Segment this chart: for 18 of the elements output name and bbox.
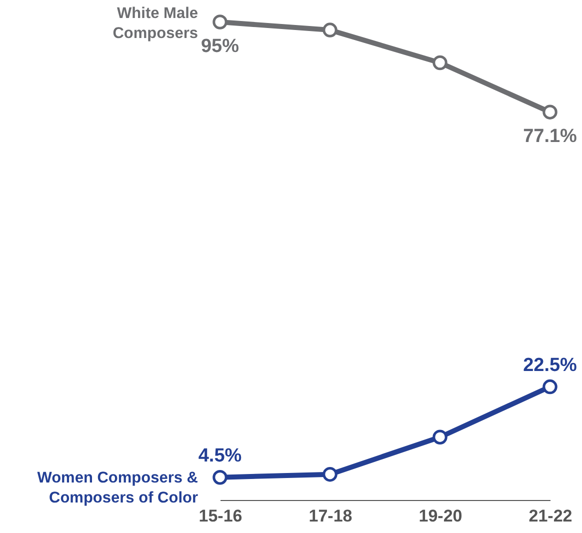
data-label: 22.5% bbox=[523, 354, 578, 376]
point bbox=[322, 466, 338, 482]
point bbox=[432, 430, 448, 444]
data-label: 95% bbox=[200, 36, 240, 57]
x-tick-label: 17-18 bbox=[308, 506, 352, 526]
x-tick-label: 21-22 bbox=[528, 506, 572, 526]
x-tick-label: 19-20 bbox=[418, 506, 462, 526]
data-label: 77.1% bbox=[523, 126, 578, 148]
point bbox=[542, 379, 558, 394]
point bbox=[212, 470, 228, 485]
x-tick-label: 15-16 bbox=[198, 506, 242, 526]
point bbox=[322, 22, 338, 38]
point bbox=[542, 104, 558, 120]
point bbox=[432, 55, 448, 70]
point bbox=[212, 14, 228, 30]
series-label: Women Composers & Composers of Color bbox=[37, 469, 198, 506]
series-label: White Male Composers bbox=[112, 5, 198, 42]
data-label: 4.5% bbox=[198, 445, 242, 466]
